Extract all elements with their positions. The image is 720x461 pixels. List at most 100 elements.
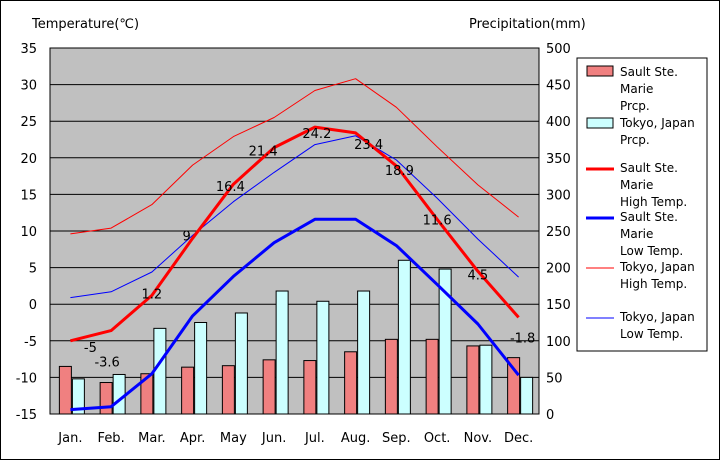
y-right-tick-label: 150 (546, 298, 571, 313)
bar-sault-prcp (262, 359, 276, 415)
y-left-title: Temperature(℃) (31, 17, 139, 32)
legend: Sault Ste. Marie Prcp. Tokyo, Japan Prcp. Sa… (576, 57, 708, 352)
y-left-tick-label: -10 (16, 371, 37, 386)
legend-label: Sault Ste. (620, 161, 678, 175)
legend-label: High Temp. (620, 277, 687, 291)
x-tick-label: Jun. (261, 431, 286, 446)
legend-box (576, 57, 708, 352)
legend-label: Tokyo, Japan (619, 116, 695, 130)
bar-series (58, 259, 534, 415)
y-left-tick-label: 10 (20, 225, 37, 240)
bar-sault-prcp (140, 373, 154, 415)
legend-swatch-tokyo-prcp (586, 117, 614, 129)
y-right-title: Precipitation(mm) (469, 17, 586, 32)
y-left-tick-label: -5 (24, 335, 37, 350)
data-labels: -5-3.6 1.2 9 16.4 21.4 24.2 23.418.9 11.6 4.5 -1.… (84, 127, 535, 370)
y-left-tick-label: 25 (20, 115, 37, 130)
bar-tokyo-prcp (234, 312, 248, 415)
x-tick-label: Aug. (341, 431, 371, 446)
bar-tokyo-prcp (520, 376, 534, 415)
x-tick-label: Jul. (304, 431, 325, 446)
y-right-tick-label: 100 (546, 335, 571, 350)
bar-sault-prcp (99, 382, 113, 415)
y-left-tick-label: -15 (16, 408, 37, 423)
x-tick-label: Apr. (180, 431, 205, 446)
legend-label: Low Temp. (620, 327, 683, 341)
bar-tokyo-prcp (316, 300, 330, 415)
bar-sault-prcp (384, 338, 398, 415)
bar-sault-prcp (425, 338, 439, 415)
y-right-tick-label: 0 (546, 408, 554, 423)
x-tick-label: Oct. (424, 431, 451, 446)
line-tokyo-high (70, 78, 519, 235)
y-right-tick-label: 350 (546, 152, 571, 167)
y-right-tick-label: 450 (546, 79, 571, 94)
bar-sault-prcp (181, 366, 195, 415)
data-label-sault-high: 21.4 (249, 145, 278, 160)
x-tick-label: Jan. (57, 431, 82, 446)
x-tick-label: May (220, 431, 247, 446)
data-label-sault-high: -5 (84, 341, 97, 356)
line-tokyo-low (70, 135, 519, 299)
y-left-tick-label: 0 (29, 298, 37, 313)
bar-sault-prcp (507, 357, 521, 415)
legend-label: Sault Ste. (620, 210, 678, 224)
legend-label: Prcp. (620, 99, 650, 113)
bar-tokyo-prcp (194, 322, 208, 415)
x-tick-label: Feb. (98, 431, 125, 446)
x-tick-label: Sep. (382, 431, 411, 446)
bar-sault-prcp (58, 365, 72, 415)
bar-tokyo-prcp (275, 290, 289, 415)
y-right-tick-label: 200 (546, 262, 571, 277)
data-label-sault-high: 16.4 (216, 180, 245, 195)
data-label-sault-high: 9 (182, 229, 190, 244)
data-label-sault-high: 11.6 (423, 213, 452, 228)
line-sault-low (70, 217, 520, 412)
line-series (70, 78, 520, 412)
legend-label: Marie (620, 178, 653, 192)
bar-tokyo-prcp (479, 344, 493, 415)
x-tick-label: Nov. (464, 431, 493, 446)
data-label-sault-high: 18.9 (385, 164, 414, 179)
data-label-sault-high: -3.6 (94, 356, 119, 371)
legend-label: Marie (620, 227, 653, 241)
y-axis-left: 35 30 25 20 15 10 5 0 -5 -10 -15 (16, 42, 37, 423)
y-left-tick-label: 35 (20, 42, 37, 57)
legend-label: Tokyo, Japan (619, 310, 695, 324)
y-right-tick-label: 300 (546, 188, 571, 203)
y-left-tick-label: 5 (29, 262, 37, 277)
data-label-sault-high: -1.8 (510, 331, 535, 346)
x-axis: Jan. Feb. Mar. Apr. May Jun. Jul. Aug. Sep. Oct. N… (57, 431, 533, 446)
y-right-tick-label: 250 (546, 225, 571, 240)
legend-label: Prcp. (620, 133, 650, 147)
bar-sault-prcp (303, 360, 317, 415)
data-label-sault-high: 4.5 (468, 268, 489, 283)
y-left-tick-label: 20 (20, 152, 37, 167)
bar-tokyo-prcp (357, 290, 371, 415)
bar-sault-prcp (221, 365, 235, 415)
bar-tokyo-prcp (153, 327, 167, 415)
y-left-tick-label: 15 (20, 188, 37, 203)
legend-label: Marie (620, 82, 653, 96)
legend-label: Sault Ste. (620, 65, 678, 79)
legend-label: Low Temp. (620, 244, 683, 258)
y-right-tick-label: 50 (546, 371, 563, 386)
y-right-tick-label: 500 (546, 42, 571, 57)
legend-label: Tokyo, Japan (619, 260, 695, 274)
x-tick-label: Dec. (504, 431, 533, 446)
x-tick-label: Mar. (138, 431, 165, 446)
data-label-sault-high: 1.2 (142, 287, 163, 302)
line-sault-high (70, 125, 520, 343)
legend-swatch-sault-prcp (586, 65, 614, 77)
y-left-tick-label: 30 (20, 79, 37, 94)
bar-tokyo-prcp (438, 268, 452, 415)
bar-tokyo-prcp (397, 259, 411, 415)
data-label-sault-high: 23.4 (354, 138, 383, 153)
bar-tokyo-prcp (112, 373, 126, 415)
y-right-tick-label: 400 (546, 115, 571, 130)
bar-tokyo-prcp (71, 378, 85, 415)
legend-label: High Temp. (620, 195, 687, 209)
